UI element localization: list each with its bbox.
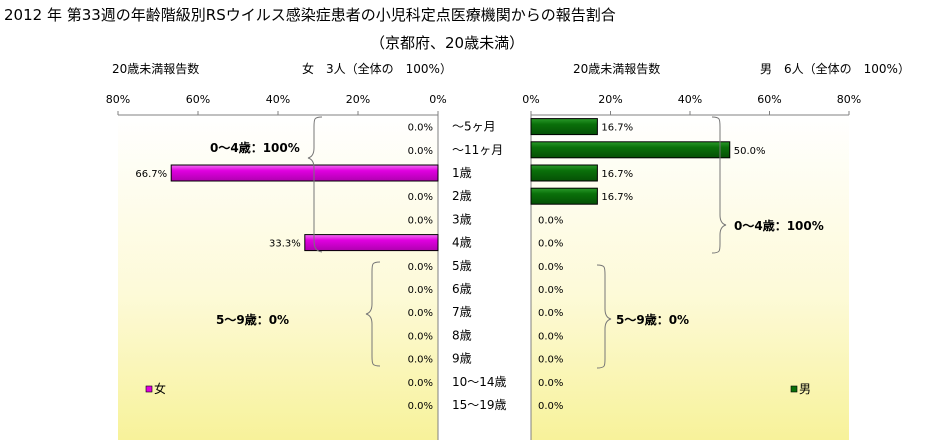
female-5-9-brace — [365, 261, 381, 367]
female-value-label: 0.0% — [408, 123, 433, 134]
female-value-label: 66.7% — [135, 169, 167, 180]
male-value-label: 16.7% — [601, 192, 633, 203]
category-label: 9歳 — [452, 352, 472, 366]
category-label: 4歳 — [452, 236, 472, 250]
category-label: 7歳 — [452, 305, 472, 319]
male-5-9-annotation: 5～9歳：0% — [616, 312, 689, 327]
male-value-label: 16.7% — [601, 123, 633, 134]
male-value-label: 0.0% — [538, 401, 563, 412]
female-tick-label: 40% — [266, 93, 290, 106]
male-bar — [530, 118, 598, 136]
male-value-label: 0.0% — [538, 285, 563, 296]
chart-title: 2012 年 第33週の年齢階級別RSウイルス感染症患者の小児科定点医療機関から… — [4, 6, 616, 24]
female-value-label: 0.0% — [408, 355, 433, 366]
male-tick-label: 40% — [678, 93, 702, 106]
category-label: ～5ヶ月 — [452, 120, 496, 134]
male-value-label: 0.0% — [538, 239, 563, 250]
category-label: 6歳 — [452, 282, 472, 296]
male-value-label: 50.0% — [734, 146, 766, 157]
male-0-4-brace — [711, 116, 727, 254]
female-value-label: 0.0% — [408, 285, 433, 296]
female-value-label: 0.0% — [408, 215, 433, 226]
male-value-label: 0.0% — [538, 308, 563, 319]
male-bar — [530, 164, 598, 182]
category-label: 10～14歳 — [452, 375, 507, 389]
female-bar — [304, 234, 439, 252]
category-label: 15～19歳 — [452, 398, 507, 412]
female-tick-label: 60% — [186, 93, 210, 106]
male-value-label: 0.0% — [538, 355, 563, 366]
female-value-label: 0.0% — [408, 401, 433, 412]
female-value-label: 0.0% — [408, 262, 433, 273]
female-5-9-annotation: 5～9歳：0% — [216, 312, 289, 327]
male-bar — [530, 187, 598, 205]
female-tick-label: 20% — [346, 93, 370, 106]
male-legend-swatch — [790, 385, 798, 393]
male-header-total: 男 6人（全体の 100%） — [760, 61, 910, 76]
male-tick-label: 0% — [522, 93, 539, 106]
female-bar — [170, 164, 439, 182]
female-legend-swatch — [145, 385, 153, 393]
male-0-4-annotation: 0～4歳：100% — [734, 218, 824, 233]
female-header-total: 女 3人（全体の 100%） — [302, 61, 452, 76]
male-tick-label: 80% — [837, 93, 861, 106]
male-tick-label: 20% — [598, 93, 622, 106]
female-tick-label: 0% — [429, 93, 446, 106]
female-header-label: 20歳未満報告数 — [112, 61, 199, 76]
male-legend-label: 男 — [799, 382, 811, 396]
category-label: 8歳 — [452, 328, 472, 342]
category-label: 2歳 — [452, 189, 472, 203]
female-tick-label: 80% — [106, 93, 130, 106]
chart-subtitle: （京都府、20歳未満） — [370, 34, 524, 52]
male-5-9-brace — [596, 264, 612, 369]
male-value-label: 0.0% — [538, 262, 563, 273]
female-value-label: 0.0% — [408, 192, 433, 203]
male-value-label: 0.0% — [538, 331, 563, 342]
female-0-4-annotation: 0～4歳：100% — [210, 140, 300, 155]
male-bar — [530, 141, 731, 159]
female-legend-label: 女 — [154, 381, 166, 396]
category-label: ～11ヶ月 — [452, 143, 503, 157]
female-value-label: 33.3% — [269, 239, 301, 250]
male-value-label: 16.7% — [601, 169, 633, 180]
male-tick-label: 60% — [757, 93, 781, 106]
category-label: 5歳 — [452, 259, 472, 273]
female-value-label: 0.0% — [408, 308, 433, 319]
category-label: 1歳 — [452, 166, 472, 180]
female-value-label: 0.0% — [408, 331, 433, 342]
male-value-label: 0.0% — [538, 215, 563, 226]
male-header-label: 20歳未満報告数 — [573, 61, 660, 76]
female-value-label: 0.0% — [408, 378, 433, 389]
female-value-label: 0.0% — [408, 146, 433, 157]
category-label: 3歳 — [452, 212, 472, 226]
male-value-label: 0.0% — [538, 378, 563, 389]
female-0-4-brace — [307, 116, 323, 253]
